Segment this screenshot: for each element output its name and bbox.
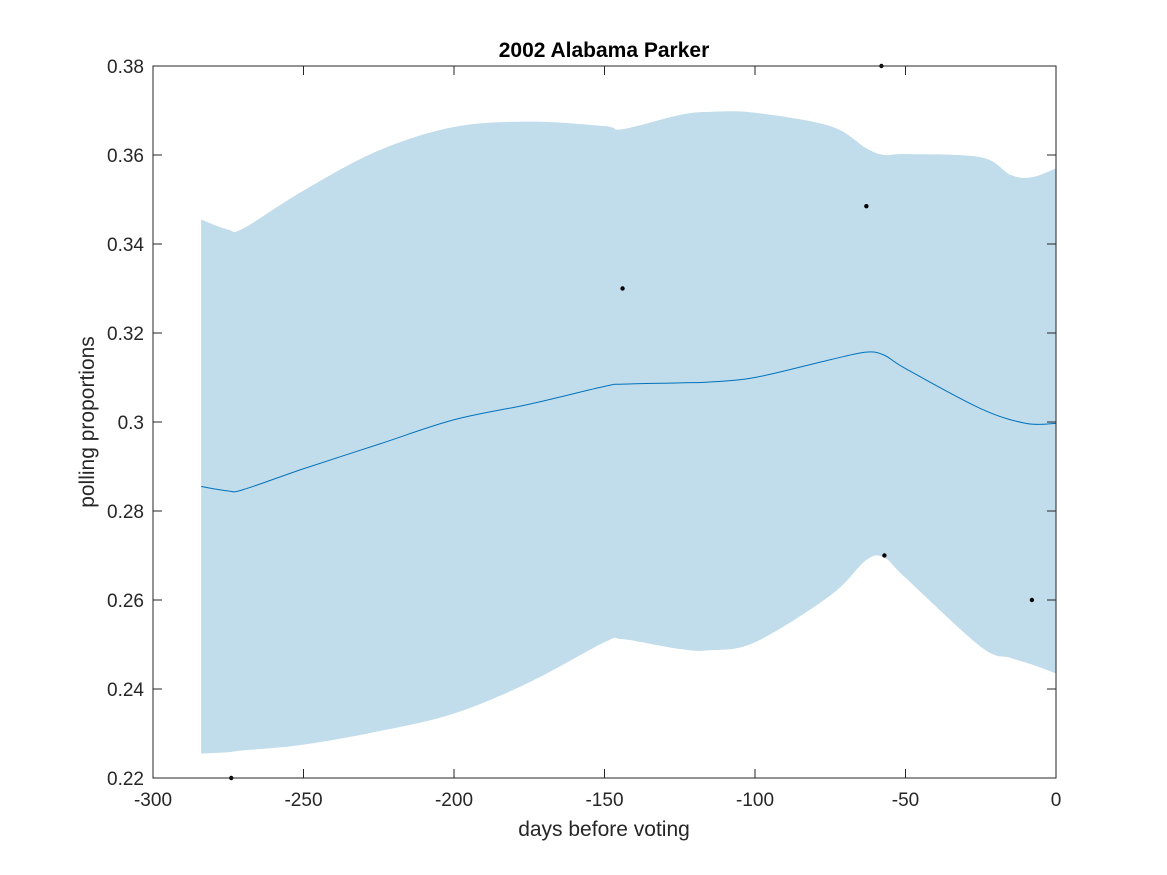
x-tick-label: -100 — [736, 790, 774, 811]
y-tick-label: 0.3 — [118, 413, 144, 434]
poll-point — [1029, 597, 1035, 603]
y-tick-labels: 0.22 0.24 0.26 0.28 0.3 0.32 0.34 0.36 0.38 — [107, 57, 144, 790]
x-axis-label: days before voting — [518, 818, 690, 841]
y-tick-label: 0.24 — [107, 680, 144, 701]
x-tick-label: -200 — [435, 790, 473, 811]
y-axis-label: polling proportions — [76, 336, 99, 508]
mean-trend-line — [201, 351, 1057, 493]
axis-ticks — [152, 65, 1057, 779]
x-tick-label: 0 — [1051, 790, 1062, 811]
y-tick-label: 0.32 — [107, 324, 144, 345]
y-tick-label: 0.34 — [107, 235, 144, 256]
y-tick-label: 0.38 — [107, 57, 144, 78]
x-tick-label: -50 — [892, 790, 919, 811]
y-tick-label: 0.36 — [107, 146, 144, 167]
confidence-band — [201, 111, 1056, 754]
poll-point — [882, 553, 887, 558]
y-tick-label: 0.28 — [107, 502, 144, 523]
poll-point — [864, 203, 869, 209]
x-tick-label: -300 — [134, 790, 172, 811]
x-tick-label: -250 — [284, 790, 322, 811]
poll-point — [620, 286, 625, 291]
x-tick-label: -150 — [585, 790, 623, 811]
y-tick-label: 0.22 — [107, 769, 144, 790]
y-tick-label: 0.26 — [107, 591, 144, 612]
chart-title: 2002 Alabama Parker — [499, 39, 710, 62]
x-tick-labels: -300 -250 -200 -150 -100 -50 0 — [134, 790, 1061, 811]
plot-area — [201, 63, 1057, 781]
